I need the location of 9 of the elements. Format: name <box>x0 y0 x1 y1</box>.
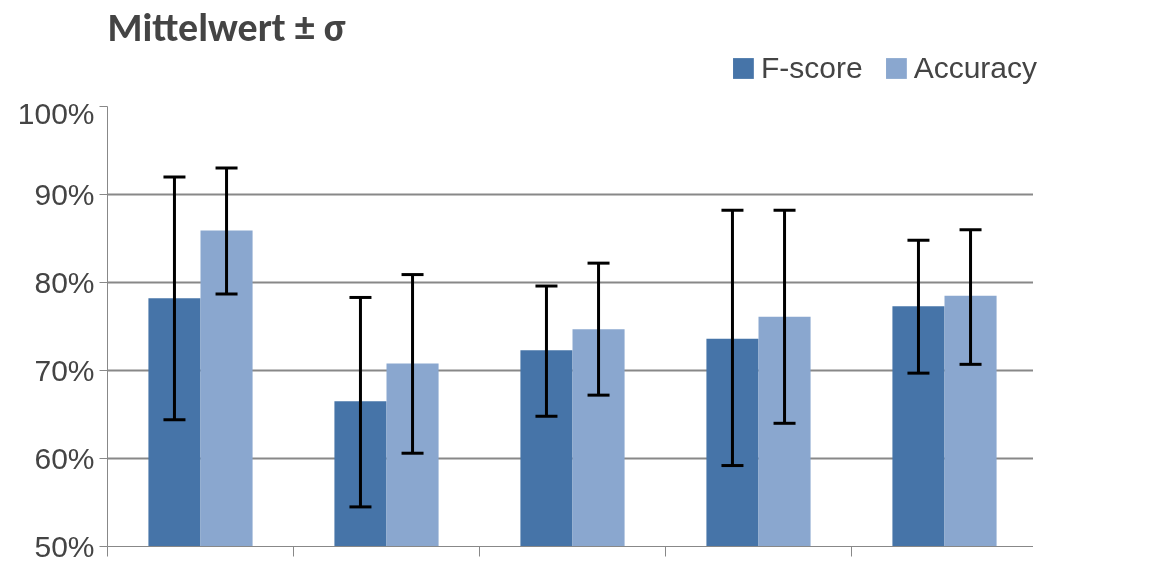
legend-label: F-score <box>760 51 863 85</box>
y-tick-label: 90% <box>34 178 95 211</box>
legend-label: Accuracy <box>913 51 1037 85</box>
y-tick-label: 60% <box>34 442 95 475</box>
y-tick-label: 70% <box>34 354 95 387</box>
y-tick-label: 80% <box>34 266 95 299</box>
y-tick-label: 100% <box>17 96 95 130</box>
y-tick-label: 50% <box>34 530 95 563</box>
chart-title: Mittelwert ± σ <box>107 2 346 52</box>
